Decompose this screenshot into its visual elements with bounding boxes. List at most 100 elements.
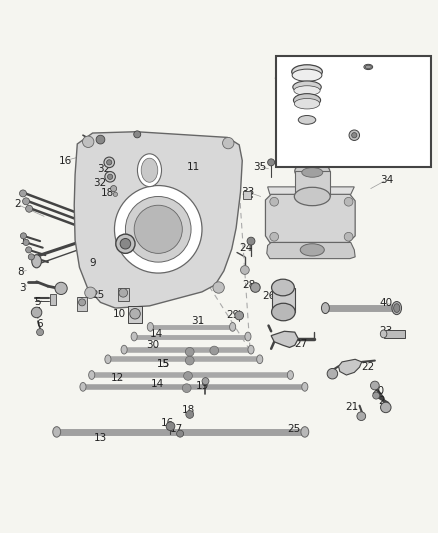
Circle shape [82,136,94,148]
Bar [118,287,129,301]
Ellipse shape [293,94,320,107]
Text: 29: 29 [226,310,239,320]
Circle shape [107,174,113,180]
Circle shape [119,288,127,297]
Text: 32: 32 [93,179,106,188]
Circle shape [267,159,274,166]
Ellipse shape [291,65,321,79]
Ellipse shape [256,355,262,364]
Text: 14: 14 [150,379,164,389]
Circle shape [130,309,140,319]
Circle shape [25,205,32,212]
Ellipse shape [364,65,371,69]
Circle shape [23,239,29,246]
Ellipse shape [137,154,161,187]
Text: 41: 41 [268,216,282,227]
Text: 2: 2 [377,396,384,406]
Circle shape [85,287,96,298]
Circle shape [134,205,182,253]
Circle shape [370,381,378,390]
Circle shape [234,311,243,320]
Ellipse shape [229,322,235,332]
Text: 3: 3 [19,282,26,293]
Text: 38: 38 [310,55,323,65]
Circle shape [343,197,352,206]
Circle shape [19,190,26,197]
Ellipse shape [244,332,251,341]
Circle shape [166,422,174,431]
Circle shape [114,185,201,273]
Text: 6: 6 [36,319,42,329]
Circle shape [326,368,337,379]
Text: 11: 11 [186,161,199,172]
Circle shape [176,430,183,437]
Circle shape [185,410,193,418]
Text: 13: 13 [94,433,107,443]
Polygon shape [267,187,353,195]
Text: 1: 1 [20,236,27,246]
Ellipse shape [301,383,307,391]
Circle shape [104,157,114,167]
Bar [272,287,294,312]
Polygon shape [271,332,297,348]
Circle shape [78,299,85,306]
Circle shape [343,232,352,241]
Ellipse shape [293,86,319,95]
Text: 19: 19 [195,381,208,391]
Text: 18: 18 [181,405,194,415]
Text: 18: 18 [101,188,114,198]
Text: 21: 21 [345,401,358,411]
Ellipse shape [300,426,308,437]
Ellipse shape [53,426,60,437]
Circle shape [125,197,191,262]
Ellipse shape [32,255,41,268]
Circle shape [209,346,218,355]
Ellipse shape [297,116,315,124]
Text: 2: 2 [14,199,21,209]
Ellipse shape [292,81,321,93]
Circle shape [36,329,43,336]
Text: 28: 28 [242,280,255,290]
Polygon shape [265,195,354,243]
Ellipse shape [147,322,153,332]
Text: 31: 31 [191,316,204,326]
Ellipse shape [294,163,329,180]
Polygon shape [338,359,361,375]
Ellipse shape [105,355,111,364]
Ellipse shape [363,64,372,70]
Ellipse shape [293,99,319,109]
Ellipse shape [80,383,86,391]
Circle shape [134,131,141,138]
Circle shape [25,247,32,253]
Circle shape [22,198,29,205]
Circle shape [269,197,278,206]
Text: 9: 9 [89,258,95,268]
Circle shape [356,412,365,421]
Ellipse shape [88,370,95,379]
Circle shape [185,356,194,365]
Circle shape [380,402,390,413]
Text: 12: 12 [111,373,124,383]
Text: 35: 35 [253,161,266,172]
Text: 32: 32 [97,164,110,174]
Bar [275,55,430,167]
Ellipse shape [379,330,386,338]
Circle shape [183,372,192,380]
Text: 16: 16 [160,418,173,428]
Circle shape [120,238,131,249]
Ellipse shape [141,158,157,182]
Text: 4: 4 [35,308,41,318]
Ellipse shape [391,302,401,314]
Circle shape [269,232,278,241]
Text: 25: 25 [91,290,104,300]
Ellipse shape [131,332,137,341]
Text: 16: 16 [59,156,72,166]
Ellipse shape [271,279,293,296]
Bar [77,297,87,311]
Polygon shape [266,243,354,259]
Text: 24: 24 [239,243,252,253]
Bar [128,306,141,324]
Ellipse shape [247,345,254,354]
Text: 25: 25 [286,424,300,434]
Circle shape [20,233,26,239]
